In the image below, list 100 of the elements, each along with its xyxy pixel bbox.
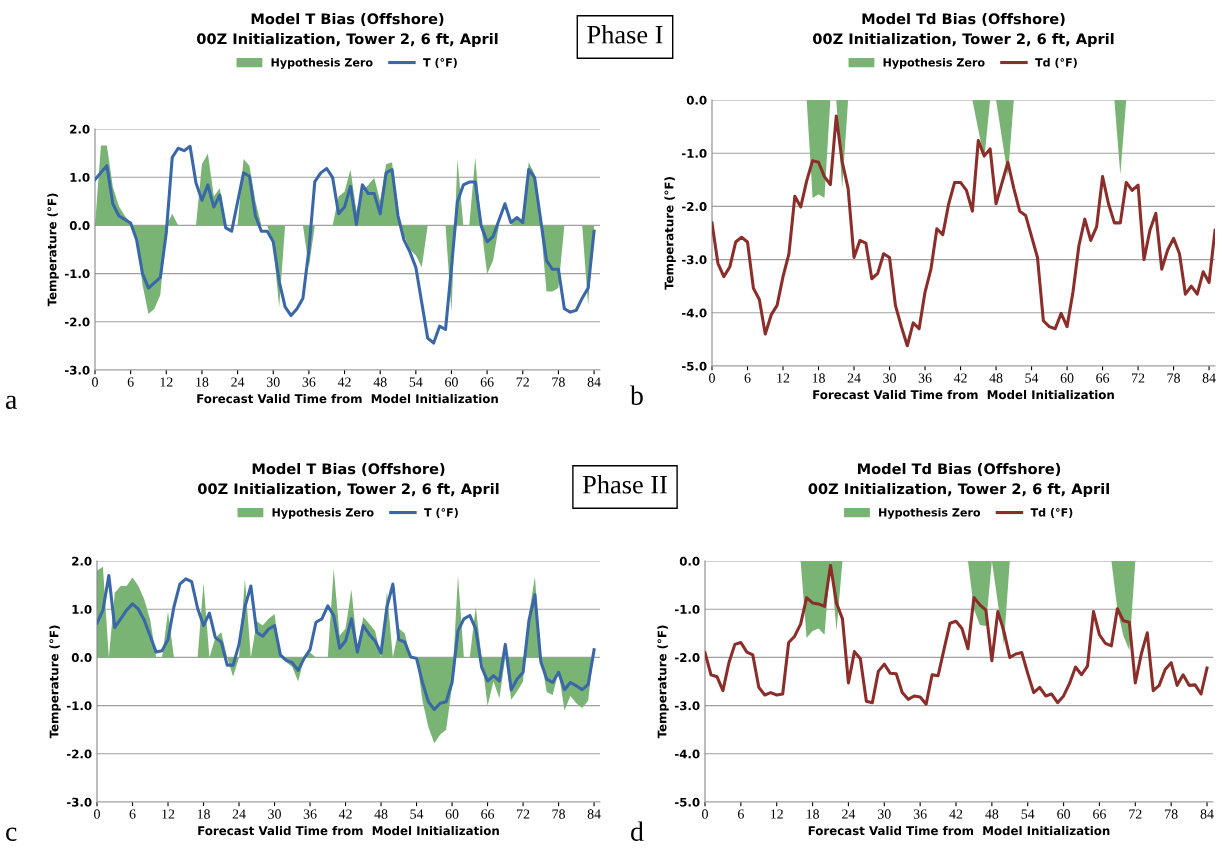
x-tick-label: 12	[777, 373, 790, 383]
x-tick-label: 84	[587, 809, 601, 819]
y-tick-label: -2.0	[681, 202, 707, 212]
x-tick-label: 12	[160, 377, 173, 387]
x-tick-label: 72	[516, 377, 529, 387]
x-tick-label: 36	[303, 809, 317, 819]
x-tick-label: 30	[268, 809, 281, 819]
legend-label: T (°F)	[423, 58, 457, 68]
text: Phase II	[582, 475, 667, 494]
y-tick-label: -5.0	[674, 797, 700, 807]
y-tick-label: -3.0	[64, 365, 90, 375]
x-tick-label: 60	[1060, 373, 1074, 383]
x-tick-label: 48	[374, 809, 388, 819]
x-tick-label: 84	[1202, 373, 1216, 383]
x-tick-label: 18	[197, 809, 210, 819]
chart-subtitle: 00Z Initialization, Tower 2, 6 ft, April	[813, 33, 1114, 48]
y-axis-title: Temperature (°F)	[657, 625, 669, 739]
x-tick-label: 0	[92, 377, 98, 387]
text: Phase I	[587, 25, 663, 44]
x-tick-label: 66	[1093, 809, 1106, 819]
y-tick-label: 2.0	[70, 124, 90, 134]
x-tick-label: 36	[913, 809, 927, 819]
y-tick-label: -1.0	[66, 701, 92, 711]
chart-title: Model T Bias (Offshore)	[252, 463, 445, 476]
legend-label: Td (°F)	[1035, 58, 1077, 68]
line-series	[95, 144, 596, 345]
chart-title: Model T Bias (Offshore)	[251, 13, 444, 26]
y-axis-title: Temperature (°F)	[49, 625, 61, 739]
y-tick-label: 0.0	[679, 556, 700, 566]
x-tick-label: 36	[302, 377, 316, 387]
x-tick-label: 24	[231, 377, 245, 387]
x-tick-label: 6	[129, 809, 136, 819]
x-tick-label: 66	[481, 809, 495, 819]
x-tick-label: 60	[445, 809, 459, 819]
x-tick-label: 72	[1129, 809, 1142, 819]
x-tick-label: 84	[1200, 809, 1214, 819]
chart-title: Model Td Bias (Offshore)	[862, 13, 1065, 26]
chart-subtitle: 00Z Initialization, Tower 2, 6 ft, April	[198, 483, 499, 498]
line-series	[97, 573, 596, 711]
chart-subtitle: 00Z Initialization, Tower 2, 6 ft, April	[197, 33, 498, 48]
x-tick-label: 60	[1057, 809, 1070, 819]
x-tick-label: 78	[1165, 809, 1178, 819]
text: d	[631, 821, 644, 841]
y-tick-label: -4.0	[681, 308, 707, 318]
x-tick-label: 72	[1132, 373, 1145, 383]
x-tick-label: 66	[480, 377, 494, 387]
chart-title: Model Td Bias (Offshore)	[857, 463, 1061, 476]
y-tick-label: -4.0	[674, 749, 700, 759]
x-tick-label: 42	[949, 809, 963, 819]
x-tick-label: 48	[989, 373, 1003, 383]
chart-subtitle: 00Z Initialization, Tower 2, 6 ft, April	[808, 483, 1109, 498]
x-tick-label: 6	[737, 809, 744, 819]
y-tick-label: -1.0	[681, 148, 707, 158]
y-tick-label: -2.0	[66, 749, 92, 759]
y-tick-label: 2.0	[72, 556, 92, 566]
y-tick-label: -2.0	[674, 653, 700, 663]
x-tick-label: 42	[953, 373, 967, 383]
x-axis-title: Forecast Valid Time from Model Initialization	[813, 390, 1114, 400]
y-tick-label: 0.0	[69, 221, 90, 231]
y-tick-label: -5.0	[681, 361, 707, 371]
x-tick-label: 18	[812, 373, 825, 383]
y-tick-label: 0.0	[71, 653, 92, 663]
text: a	[5, 395, 17, 409]
legend-label: Hypothesis Zero	[879, 508, 981, 519]
y-tick-label: 0.0	[686, 95, 707, 105]
x-tick-label: 78	[1167, 373, 1180, 383]
legend-label: Hypothesis Zero	[883, 58, 985, 69]
x-tick-label: 6	[127, 377, 134, 387]
x-tick-label: 30	[878, 809, 891, 819]
x-tick-label: 66	[1096, 373, 1110, 383]
line-series	[705, 563, 1209, 706]
x-tick-label: 24	[232, 809, 246, 819]
x-tick-label: 54	[1025, 373, 1039, 383]
line-series	[712, 114, 1215, 348]
y-tick-label: -3.0	[681, 255, 707, 265]
x-axis-title: Forecast Valid Time from Model Initialization	[197, 394, 498, 404]
x-tick-label: 30	[266, 377, 280, 387]
y-tick-label: 1.0	[72, 604, 92, 614]
x-tick-label: 54	[1021, 809, 1035, 819]
x-tick-label: 78	[552, 809, 565, 819]
x-axis-title: Forecast Valid Time from Model Initialization	[198, 826, 499, 836]
y-axis-title: Temperature (°F)	[47, 193, 59, 307]
x-tick-label: 84	[587, 377, 601, 387]
x-tick-label: 0	[94, 809, 100, 819]
y-tick-label: 1.0	[70, 172, 90, 182]
x-tick-label: 42	[338, 809, 352, 819]
y-tick-label: -3.0	[66, 797, 92, 807]
legend-label: Td (°F)	[1030, 508, 1073, 518]
y-tick-label: -2.0	[64, 317, 90, 327]
x-tick-label: 24	[842, 809, 856, 819]
text: c	[6, 827, 17, 841]
text: b	[630, 385, 643, 405]
x-tick-label: 18	[196, 377, 209, 387]
x-tick-label: 30	[883, 373, 896, 383]
x-axis-title: Forecast Valid Time from Model Initialization	[808, 826, 1110, 836]
legend-label: Hypothesis Zero	[272, 508, 374, 519]
x-tick-label: 54	[409, 377, 423, 387]
x-tick-label: 48	[985, 809, 999, 819]
y-tick-label: -1.0	[674, 604, 700, 614]
x-tick-label: 42	[337, 377, 351, 387]
